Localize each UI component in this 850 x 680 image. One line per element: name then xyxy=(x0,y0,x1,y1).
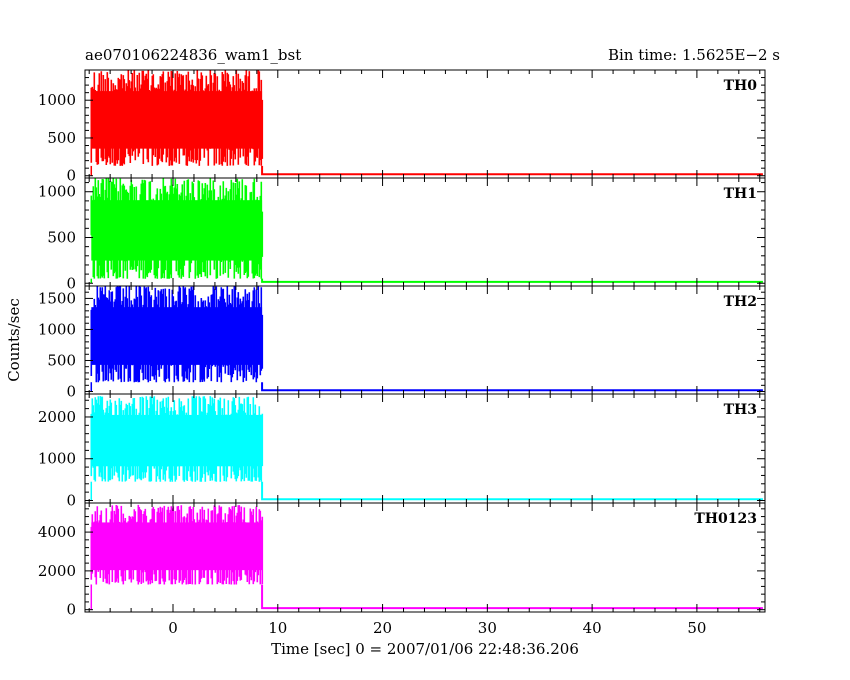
panel-label: TH3 xyxy=(724,402,757,418)
series-th3-tail xyxy=(261,481,763,501)
y-tick-label: 0 xyxy=(66,491,76,509)
y-tick-label: 1000 xyxy=(38,91,76,109)
panel-label: TH0123 xyxy=(694,511,757,527)
series-th1-tail xyxy=(261,278,763,283)
chart-title: ae070106224836_wam1_bst xyxy=(85,46,301,64)
panel-th3: 0 1000 2000 TH3 xyxy=(38,393,766,509)
x-axis-label: Time [sec] 0 = 2007/01/06 22:48:36.206 xyxy=(271,640,579,658)
y-tick-label: 500 xyxy=(47,351,76,369)
y-tick-label: 0 xyxy=(66,167,76,185)
x-tick-label: 50 xyxy=(687,619,706,637)
x-tick-label: 10 xyxy=(268,619,287,637)
series-th3-core xyxy=(91,414,263,467)
panel-label: TH2 xyxy=(724,294,757,310)
series-th1-core xyxy=(91,200,263,261)
panel-label: TH0 xyxy=(724,78,758,94)
series-th0-core xyxy=(91,91,263,149)
panel-frame xyxy=(84,502,766,613)
panel-th1: 0 500 1000 TH1 xyxy=(38,177,766,292)
series-th0123-tail xyxy=(261,584,763,610)
y-tick-label: 1000 xyxy=(38,450,76,468)
series-th0123-core xyxy=(91,522,263,571)
y-tick-label: 4000 xyxy=(38,523,76,541)
y-tick-label: 500 xyxy=(47,129,76,147)
panel-th0123: 0 2000 4000 TH0123 xyxy=(38,502,766,619)
series-th0-tail xyxy=(261,165,763,176)
y-axis-label: Counts/sec xyxy=(5,298,23,382)
series-th2-core xyxy=(91,307,263,365)
y-tick-label: 2000 xyxy=(38,562,76,580)
x-tick-label: 30 xyxy=(478,619,497,637)
bin-time-label: Bin time: 1.5625E−2 s xyxy=(608,46,780,64)
panel-label: TH1 xyxy=(724,186,757,202)
y-tick-label: 0 xyxy=(66,383,76,401)
y-tick-label: 0 xyxy=(66,601,76,619)
panel-th0: 0 500 1000 TH0 xyxy=(38,69,766,185)
x-tick-label: 0 xyxy=(168,619,178,637)
y-tick-label: 2000 xyxy=(38,408,76,426)
panel-th2: 0 500 1000 1500 TH2 xyxy=(38,285,766,401)
y-tick-label: 500 xyxy=(47,228,76,246)
x-tick-label: 40 xyxy=(583,619,602,637)
y-tick-label: 0 xyxy=(66,274,76,292)
y-tick-label: 1500 xyxy=(38,289,76,307)
series-th2-tail xyxy=(261,382,763,392)
y-tick-label: 1000 xyxy=(38,183,76,201)
x-tick-label: 20 xyxy=(373,619,392,637)
y-tick-label: 1000 xyxy=(38,320,76,338)
